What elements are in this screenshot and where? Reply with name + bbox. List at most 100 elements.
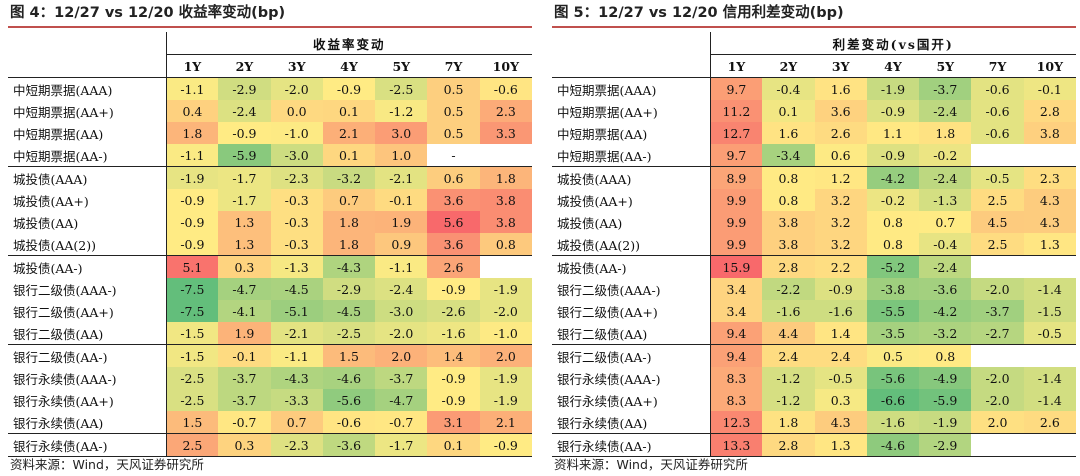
row-label: 银行永续债(AA): [8, 411, 167, 434]
source-note: 资料来源：Wind，天风证券研究所: [10, 457, 204, 472]
value-cell: 2.0: [375, 344, 428, 367]
value-cell: -4.5: [270, 278, 323, 300]
table-row: 银行二级债(AAA-) 3.4 -2.2 -0.9 -3.8 -3.6 -2.0 -1.4: [552, 278, 1076, 300]
value-cell: 9.9: [710, 211, 763, 233]
row-label: 银行二级债(AA-): [8, 344, 167, 367]
value-cell: -2.7: [971, 322, 1024, 345]
row-label: 银行永续债(AA+): [8, 389, 167, 411]
table-row: 银行永续债(AA) 1.5 -0.7 0.7 -0.6 -0.7 3.1 2.1: [8, 411, 532, 434]
value-cell: 4.3: [1023, 189, 1076, 211]
value-cell: -2.5: [166, 389, 219, 411]
value-cell: -0.3: [270, 233, 323, 256]
value-cell: 0.6: [814, 144, 867, 167]
table-row: 中短期票据(AA-) -1.1 -5.9 -3.0 0.1 1.0 -: [8, 144, 532, 167]
value-cell: -1.0: [479, 322, 532, 345]
value-cell: -3.8: [866, 278, 920, 300]
value-cell: 13.3: [710, 433, 763, 457]
value-cell: [971, 433, 1024, 457]
value-cell: -2.0: [971, 389, 1024, 411]
row-label: 城投债(AA(2)): [552, 233, 711, 256]
table-row: 银行永续债(AA+) 8.3 -1.2 0.3 -6.6 -5.9 -2.0 -1.4: [552, 389, 1076, 411]
value-cell: -4.3: [322, 255, 376, 278]
table-row: 银行永续债(AA-) 2.5 0.3 -2.3 -3.6 -1.7 0.1 -0.9: [8, 433, 532, 457]
value-cell: -0.9: [166, 211, 219, 233]
value-cell: -1.3: [919, 189, 972, 211]
value-cell: -4.9: [919, 367, 972, 389]
value-cell: -0.5: [971, 166, 1024, 189]
value-cell: -2.9: [218, 77, 271, 100]
value-cell: -0.9: [814, 278, 867, 300]
value-cell: 0.5: [427, 122, 480, 144]
value-cell: -2.0: [270, 77, 323, 100]
value-cell: 3.8: [1023, 122, 1076, 144]
value-cell: -1.7: [218, 189, 271, 211]
row-label: 银行永续债(AA-): [552, 433, 711, 457]
value-cell: 0.3: [814, 389, 867, 411]
value-cell: -0.6: [971, 122, 1024, 144]
value-cell: 0.9: [375, 233, 428, 256]
value-cell: -5.1: [270, 300, 323, 322]
table-row: 银行二级债(AA) 9.4 4.4 1.4 -3.5 -3.2 -2.7 -0.5: [552, 322, 1076, 345]
row-label-header: [552, 54, 711, 78]
value-cell: 3.8: [762, 233, 815, 256]
value-cell: -0.1: [1023, 77, 1076, 100]
value-cell: 0.1: [322, 100, 376, 122]
column-header-row: 1Y 2Y 3Y 4Y 5Y 7Y 10Y: [8, 54, 532, 78]
value-cell: -0.3: [270, 189, 323, 211]
value-cell: -4.6: [866, 433, 920, 457]
table-row: 银行永续债(AAA-) -2.5 -3.7 -4.3 -4.6 -3.7 -0.9 -1.9: [8, 367, 532, 389]
value-cell: -0.1: [218, 344, 271, 367]
row-label: 银行永续债(AAA-): [8, 367, 167, 389]
column-header: 7Y: [427, 54, 480, 78]
value-cell: -1.6: [427, 322, 480, 345]
value-cell: 2.5: [971, 189, 1024, 211]
value-cell: -3.7: [218, 389, 271, 411]
row-label: 城投债(AA): [8, 211, 167, 233]
table-row: 银行永续债(AA) 12.3 1.8 4.3 -1.6 -1.9 2.0 2.6: [552, 411, 1076, 434]
value-cell: 0.8: [762, 166, 815, 189]
row-label: 中短期票据(AA+): [8, 100, 167, 122]
column-header: 4Y: [322, 54, 376, 78]
value-cell: -4.7: [218, 278, 271, 300]
value-cell: 1.5: [322, 344, 376, 367]
value-cell: [971, 144, 1023, 167]
value-cell: 1.3: [218, 211, 271, 233]
table-row: 中短期票据(AA-) 9.7 -3.4 0.6 -0.9 -0.2: [552, 144, 1076, 167]
value-cell: -3.2: [919, 322, 972, 345]
column-header: 5Y: [375, 54, 428, 78]
value-cell: -0.6: [971, 77, 1024, 100]
value-cell: -1.9: [866, 77, 920, 100]
row-label: 城投债(AA-): [552, 255, 711, 278]
value-cell: 0.8: [762, 189, 815, 211]
value-cell: -1.2: [375, 100, 428, 122]
value-cell: 1.8: [919, 122, 972, 144]
value-cell: 0.7: [919, 211, 972, 233]
table-row: 城投债(AA-) 5.1 0.3 -1.3 -4.3 -1.1 2.6: [8, 255, 532, 278]
column-header: 7Y: [971, 54, 1024, 78]
source-note: 资料来源：Wind，天风证券研究所: [554, 457, 748, 472]
value-cell: 3.8: [762, 211, 815, 233]
value-cell: 1.9: [218, 322, 271, 345]
row-label: 银行永续债(AAA-): [552, 367, 711, 389]
row-label: 城投债(AA(2)): [8, 233, 167, 256]
value-cell: 0.0: [270, 100, 323, 122]
value-cell: 3.0: [375, 122, 428, 144]
value-cell: -1.9: [479, 367, 532, 389]
row-label: 城投债(AA+): [552, 189, 711, 211]
row-label: 银行永续债(AA+): [552, 389, 711, 411]
value-cell: 0.4: [166, 100, 219, 122]
table-row: 中短期票据(AA+) 11.2 0.1 3.6 -0.9 -2.4 -0.6 2.8: [552, 100, 1076, 122]
value-cell: -2.5: [166, 367, 219, 389]
value-cell: -0.9: [166, 233, 219, 256]
value-cell: 1.6: [762, 122, 815, 144]
figure-title: 图 5：12/27 vs 12/20 信用利差变动(bp): [552, 0, 1076, 28]
row-label: 城投债(AAA): [8, 166, 167, 189]
value-cell: 1.8: [322, 233, 376, 256]
super-header-row: 利差变动(vs国开): [552, 32, 1076, 55]
value-cell: 3.6: [427, 189, 480, 211]
value-cell: 1.8: [166, 122, 219, 144]
value-cell: -1.6: [814, 300, 867, 322]
value-cell: -2.5: [375, 77, 428, 100]
value-cell: -3.5: [866, 322, 920, 345]
table-row: 城投债(AA(2)) -0.9 1.3 -0.3 1.8 0.9 3.6 0.8: [8, 233, 532, 256]
